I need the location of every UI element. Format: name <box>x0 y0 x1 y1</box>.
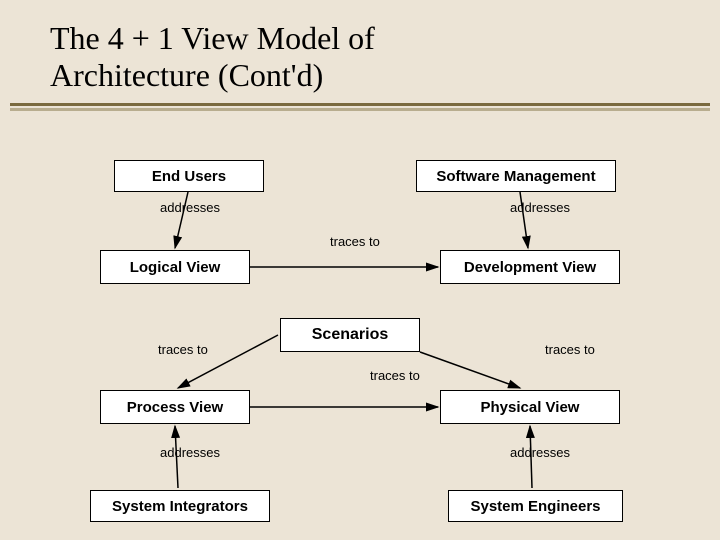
label-addresses-tl: addresses <box>160 200 220 215</box>
node-process-label: Process View <box>127 399 223 416</box>
title-underline <box>10 103 710 106</box>
node-system-engineers: System Engineers <box>448 490 623 522</box>
label-traces-top: traces to <box>330 234 380 249</box>
node-integrators-label: System Integrators <box>112 498 248 515</box>
node-process-view: Process View <box>100 390 250 424</box>
node-physical-view: Physical View <box>440 390 620 424</box>
title-underline-shadow <box>10 108 710 111</box>
node-logical-label: Logical View <box>130 259 221 276</box>
node-logical-view: Logical View <box>100 250 250 284</box>
node-software-management: Software Management <box>416 160 616 192</box>
node-scenarios-label: Scenarios <box>312 326 388 344</box>
node-dev-label: Development View <box>464 259 596 276</box>
node-engineers-label: System Engineers <box>470 498 600 515</box>
label-traces-right: traces to <box>545 342 595 357</box>
page-title: The 4 + 1 View Model of Architecture (Co… <box>50 20 375 94</box>
title-line2: Architecture (Cont'd) <box>50 57 323 93</box>
node-softmgmt-label: Software Management <box>436 168 595 185</box>
arrow-scenarios-to-physical <box>420 352 520 388</box>
node-scenarios: Scenarios <box>280 318 420 352</box>
label-addresses-tr: addresses <box>510 200 570 215</box>
label-traces-left: traces to <box>158 342 208 357</box>
node-development-view: Development View <box>440 250 620 284</box>
node-system-integrators: System Integrators <box>90 490 270 522</box>
title-line1: The 4 + 1 View Model of <box>50 20 375 56</box>
node-end-users: End Users <box>114 160 264 192</box>
label-traces-mid: traces to <box>370 368 420 383</box>
node-physical-label: Physical View <box>481 399 580 416</box>
node-end-users-label: End Users <box>152 168 226 185</box>
label-addresses-bl: addresses <box>160 445 220 460</box>
label-addresses-br: addresses <box>510 445 570 460</box>
